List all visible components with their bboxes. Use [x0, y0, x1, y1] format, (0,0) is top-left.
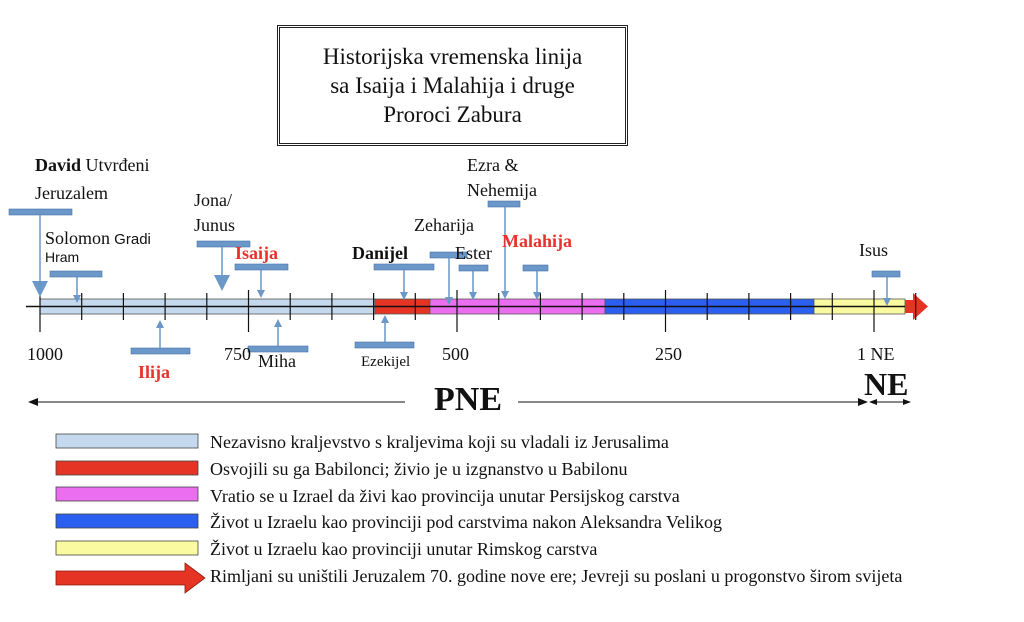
- tick-label: 250: [655, 344, 682, 364]
- legend-text: Nezavisno kraljevstvo s kraljevima koji …: [210, 432, 669, 452]
- arrow-right-icon: [858, 398, 868, 406]
- legend-swatch: [55, 460, 199, 476]
- arrow-left-icon: [28, 398, 38, 406]
- callout-bar: [522, 264, 549, 272]
- callout-bar: [49, 270, 103, 278]
- title-box: Historijska vremenska linija sa Isaija i…: [277, 25, 628, 146]
- legend-text: Osvojili su ga Babilonci; živio je u izg…: [210, 459, 628, 479]
- arrow-down-icon: [32, 281, 48, 297]
- callout-bar: [354, 341, 415, 349]
- callout-bar: [234, 263, 289, 271]
- label-danijel: Danijel: [352, 243, 408, 263]
- legend-swatch: [55, 540, 199, 556]
- tick-label: 750: [224, 344, 251, 364]
- tick-label: 1 NE: [857, 344, 895, 364]
- arrow-down-icon: [469, 292, 477, 300]
- label-nehemija: Nehemija: [467, 180, 537, 200]
- label-ezekijel: Ezekijel: [361, 354, 411, 370]
- legend-text: Rimljani su uništili Jeruzalem 70. godin…: [210, 566, 903, 586]
- legend-arrow-swatch: [55, 562, 206, 594]
- tick-label: 1000: [27, 344, 63, 364]
- arrow-down-icon: [533, 292, 541, 300]
- callout-bar: [458, 264, 489, 272]
- legend-text: Život u Izraelu kao provinciji pod carst…: [210, 512, 723, 532]
- label-ester: Ester: [455, 243, 492, 263]
- arrow-up-icon: [274, 319, 282, 327]
- label-isaija: Isaija: [235, 243, 279, 263]
- legend-swatch: [55, 513, 199, 529]
- label-ilija: Ilija: [138, 362, 171, 382]
- arrow-right-icon: [903, 399, 911, 405]
- callout-bar: [8, 208, 73, 216]
- pne-label: PNE: [434, 381, 502, 418]
- label-zeharija: Zeharija: [414, 215, 474, 235]
- callout-bar: [487, 200, 521, 208]
- label-junus: Junus: [194, 215, 236, 235]
- arrow-up-icon: [156, 320, 164, 328]
- arrow-down-icon: [883, 298, 891, 306]
- title-line: sa Isaija i Malahija i druge: [330, 73, 575, 98]
- label-david: David Utvrđeni: [35, 155, 150, 175]
- callout-bar: [871, 270, 901, 278]
- arrow-left-icon: [869, 399, 877, 405]
- label-david-2: Jeruzalem: [35, 183, 108, 203]
- title-line: Historijska vremenska linija: [322, 44, 583, 69]
- label-solomon-2: Hram: [45, 249, 80, 265]
- tick-label: 500: [442, 344, 469, 364]
- ne-label: NE: [864, 366, 909, 402]
- legend-swatch: [55, 433, 199, 449]
- label-malahija: Malahija: [502, 231, 572, 251]
- arrow-down-icon: [445, 297, 453, 305]
- callout-bar: [373, 263, 435, 271]
- legend-text: Vratio se u Izrael da živi kao provincij…: [210, 486, 680, 506]
- label-ezra: Ezra &: [467, 155, 519, 175]
- label-jona: Jona/: [194, 190, 232, 210]
- end-arrow: [905, 293, 928, 320]
- arrow-down-icon: [501, 291, 509, 299]
- title-line: Proroci Zabura: [383, 102, 522, 127]
- label-miha: Miha: [258, 351, 296, 371]
- legend-swatch: [55, 486, 199, 502]
- label-solomon: Solomon Gradi: [45, 228, 151, 248]
- callout-bar: [196, 240, 251, 248]
- arrow-up-icon: [381, 315, 389, 323]
- label-isus: Isus: [859, 240, 889, 260]
- arrow-down-icon: [400, 292, 408, 300]
- callout-bar: [130, 347, 191, 355]
- arrow-down-icon: [257, 290, 265, 298]
- legend-text: Život u Izraelu kao provinciji unutar Ri…: [210, 539, 598, 559]
- arrow-down-icon: [214, 275, 230, 291]
- arrow-down-icon: [73, 295, 81, 303]
